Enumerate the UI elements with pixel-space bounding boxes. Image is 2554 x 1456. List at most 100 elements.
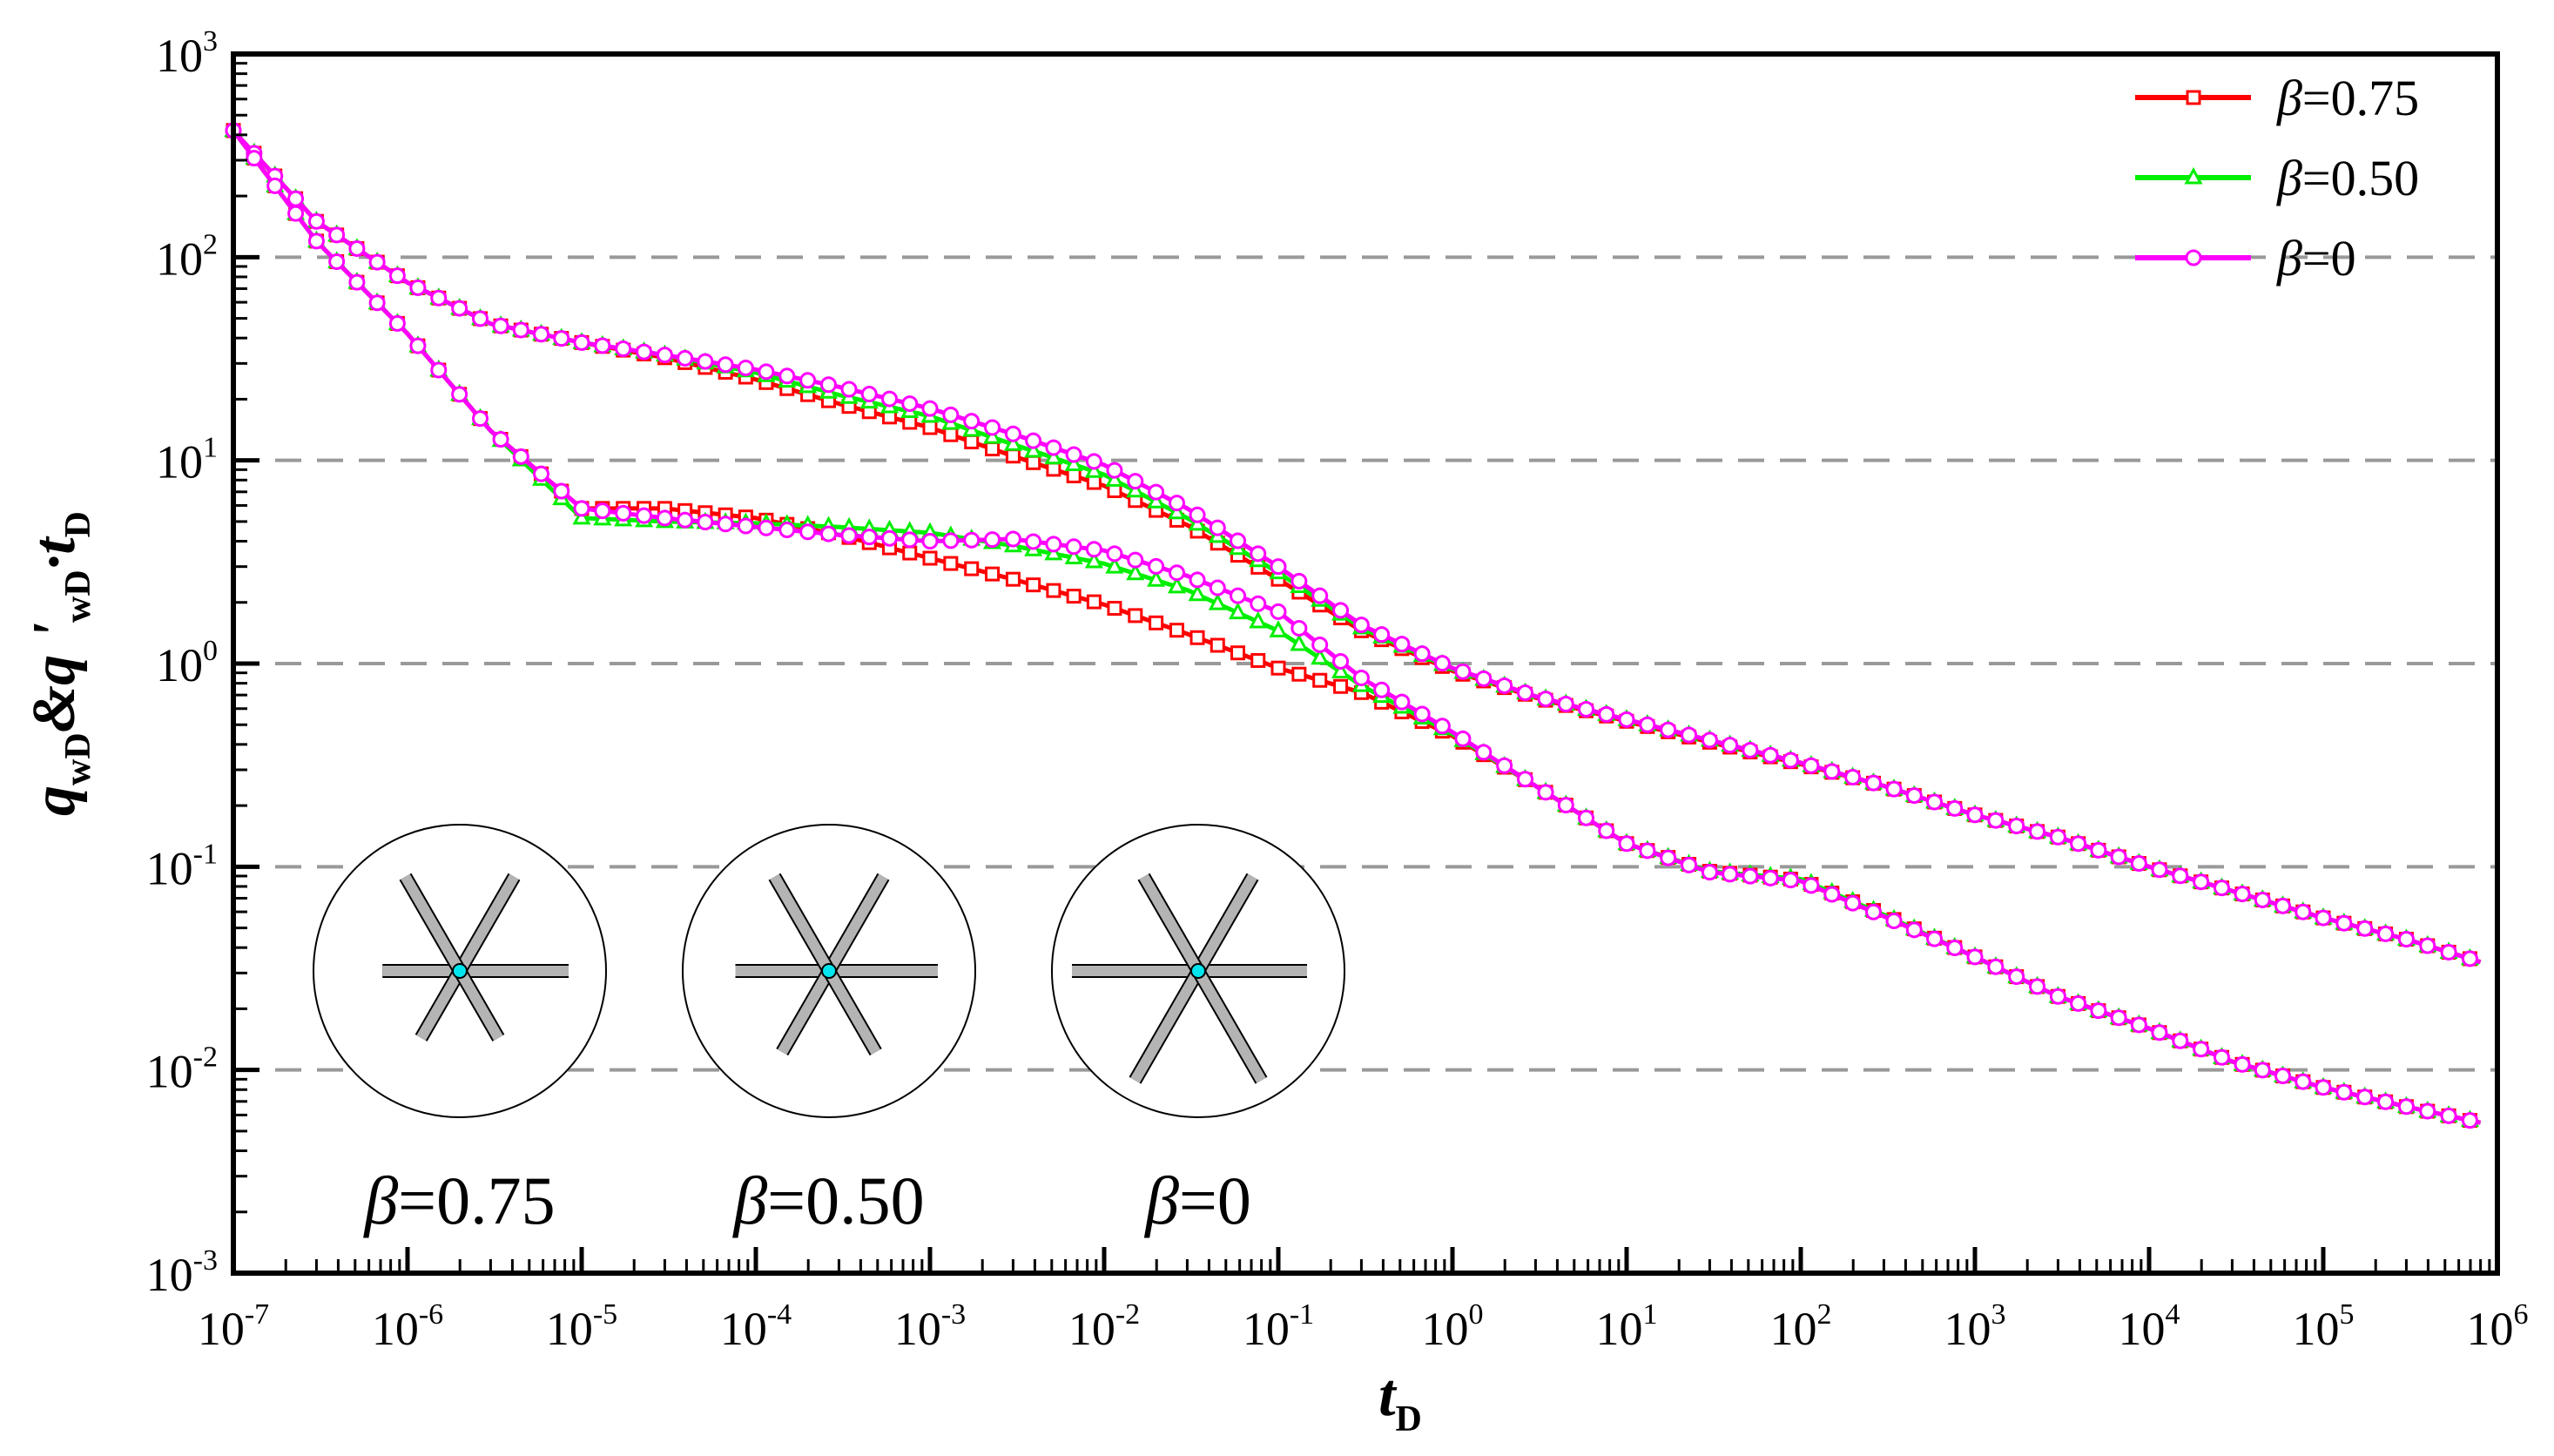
circle-marker bbox=[430, 289, 448, 307]
triangle-marker bbox=[983, 426, 1002, 444]
circle-marker bbox=[1660, 849, 1677, 866]
x-tick-exponent: 0 bbox=[1469, 1298, 1484, 1331]
y-axis-label: qwD​&q 'wD​·tD​ bbox=[21, 511, 98, 816]
circle-marker bbox=[2254, 1062, 2271, 1079]
circle-marker bbox=[287, 205, 305, 222]
x-tick-exponent: -7 bbox=[245, 1298, 269, 1331]
circle-marker bbox=[677, 349, 694, 367]
circle-marker bbox=[1250, 545, 1267, 563]
circle-marker bbox=[1209, 579, 1226, 597]
legend-greek: β bbox=[2276, 150, 2302, 206]
y-tick-base: 10 bbox=[156, 436, 203, 489]
circle-marker bbox=[860, 386, 878, 403]
y-tick-exponent: 1 bbox=[203, 432, 218, 464]
fracture bbox=[416, 873, 519, 1041]
x-tick-exponent: 2 bbox=[1817, 1298, 1832, 1331]
inset-diagram: β=0 bbox=[1051, 824, 1345, 1238]
triangle-marker bbox=[1064, 454, 1083, 471]
circle-marker bbox=[1946, 940, 1964, 957]
square-marker bbox=[922, 550, 938, 566]
circle-marker bbox=[246, 150, 263, 167]
circle-marker bbox=[1966, 948, 1984, 966]
circle-marker bbox=[1189, 506, 1206, 523]
circle-marker bbox=[819, 376, 837, 394]
circle-marker bbox=[1433, 718, 1451, 735]
square-marker bbox=[1189, 630, 1205, 645]
triangle-marker bbox=[1147, 570, 1166, 587]
square-marker bbox=[943, 556, 959, 571]
triangle-marker bbox=[1331, 661, 1351, 678]
x-tick-label: 100 bbox=[1422, 1298, 1484, 1355]
circle-marker bbox=[1639, 842, 1656, 859]
circle-marker bbox=[307, 212, 325, 230]
circle-marker bbox=[1681, 856, 1698, 873]
circle-marker bbox=[2397, 1098, 2415, 1116]
grid-lines bbox=[233, 255, 2497, 1072]
circle-marker bbox=[677, 511, 694, 529]
y-tick-base: 10 bbox=[156, 639, 203, 691]
circle-marker bbox=[2461, 1112, 2478, 1129]
inset-diagram: β=0.50 bbox=[682, 824, 976, 1238]
triangle-marker bbox=[1311, 647, 1330, 665]
circle-marker bbox=[553, 330, 570, 347]
circle-marker bbox=[1905, 787, 1923, 805]
circle-marker bbox=[615, 340, 632, 358]
x-tick-exponent: -1 bbox=[1290, 1298, 1314, 1331]
circle-marker bbox=[2172, 867, 2189, 885]
inset-label: β=0 bbox=[1143, 1163, 1251, 1238]
circle-marker bbox=[1681, 726, 1698, 744]
triangle-marker bbox=[1003, 434, 1022, 451]
circle-marker bbox=[1926, 793, 1944, 811]
square-marker bbox=[2186, 90, 2201, 105]
legend-value: =0 bbox=[2302, 230, 2356, 286]
circle-marker bbox=[512, 448, 529, 465]
circle-marker bbox=[573, 334, 590, 351]
circle-marker bbox=[471, 410, 489, 428]
legend-item: β=0.75 bbox=[2135, 70, 2419, 126]
circle-marker bbox=[1823, 763, 1841, 780]
circle-marker bbox=[2029, 978, 2046, 995]
circle-marker bbox=[512, 321, 529, 339]
circle-marker bbox=[388, 314, 406, 332]
triangle-marker bbox=[1208, 592, 1227, 610]
square-marker bbox=[1046, 462, 1061, 477]
y-tick-base: 10 bbox=[146, 1249, 193, 1301]
square-marker bbox=[1066, 468, 1082, 483]
x-axis-main: t bbox=[1378, 1362, 1398, 1429]
square-marker bbox=[1250, 652, 1266, 668]
x-tick-exponent: -6 bbox=[419, 1298, 443, 1331]
x-tick-label: 10-1 bbox=[1243, 1298, 1314, 1355]
x-tick-base: 10 bbox=[894, 1303, 941, 1355]
wellbore bbox=[452, 963, 468, 979]
circle-marker bbox=[2029, 823, 2046, 840]
circle-marker bbox=[1537, 784, 1554, 801]
circle-marker bbox=[656, 347, 673, 364]
y-axis-sub: D bbox=[58, 511, 98, 537]
x-tick-label: 10-2 bbox=[1068, 1298, 1140, 1355]
circle-marker bbox=[984, 419, 1001, 436]
x-axis-sub: D bbox=[1396, 1399, 1422, 1439]
circle-marker bbox=[1844, 769, 1862, 786]
circle-marker bbox=[594, 502, 611, 520]
circle-marker bbox=[1148, 557, 1165, 575]
square-marker bbox=[1169, 623, 1184, 638]
circle-marker bbox=[1701, 864, 1718, 881]
circle-marker bbox=[1885, 780, 1903, 798]
circle-marker bbox=[1905, 921, 1923, 939]
circle-marker bbox=[901, 531, 919, 549]
circle-marker bbox=[1844, 894, 1862, 912]
square-marker bbox=[964, 561, 980, 576]
triangle-marker bbox=[1044, 543, 1063, 561]
y-tick-exponent: -1 bbox=[193, 838, 218, 870]
circle-marker bbox=[348, 239, 366, 257]
inset-greek: β bbox=[731, 1163, 767, 1238]
circle-marker bbox=[2356, 920, 2374, 937]
x-tick-base: 10 bbox=[1068, 1303, 1115, 1355]
square-marker bbox=[1230, 645, 1246, 661]
y-tick-label: 10-1 bbox=[146, 838, 218, 894]
axis-ticks: 10-7 10-6 10-5 10-4 10-3 10-2 10-1 100 101 102 103… bbox=[146, 25, 2529, 1355]
circle-marker bbox=[1332, 602, 1350, 619]
x-tick-base: 10 bbox=[546, 1303, 593, 1355]
circle-marker bbox=[2377, 1093, 2395, 1110]
